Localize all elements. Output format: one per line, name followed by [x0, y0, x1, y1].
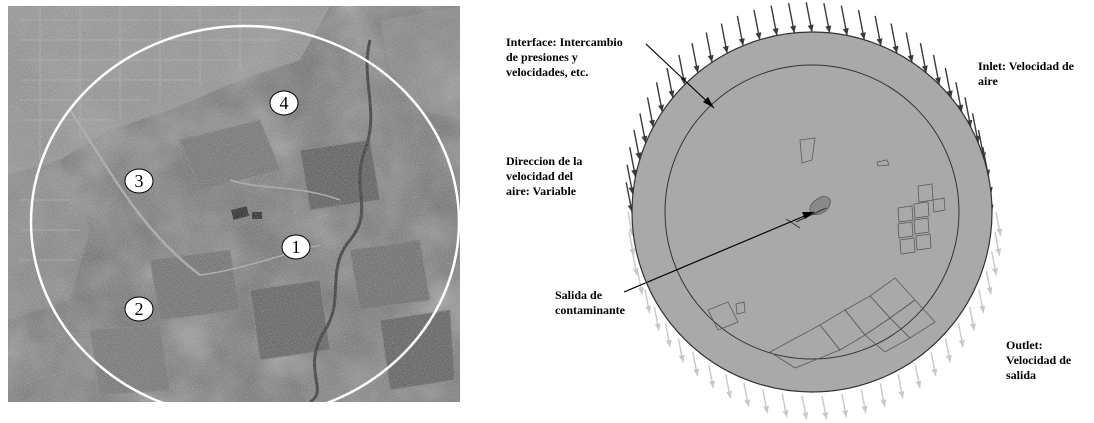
inlet-arrow-head	[738, 38, 745, 46]
marker-3: 3	[124, 168, 154, 194]
inlet-arrow-head	[935, 77, 941, 85]
outlet-arrow-head	[915, 380, 922, 389]
inlet-arrow-head	[772, 28, 779, 36]
interface-label: Interface: Intercambio de presiones y ve…	[506, 35, 623, 79]
marker-2-label: 2	[135, 299, 144, 319]
aerial-photo: 4 3 1 2	[8, 6, 460, 402]
outlet-arrow-head	[992, 267, 998, 276]
inlet-arrow-head	[707, 54, 714, 63]
outlet-arrow-head	[629, 248, 636, 256]
outlet-arrow-head	[995, 248, 1002, 256]
inlet-arrow-head	[807, 24, 814, 32]
inlet-arrow-head	[876, 38, 883, 46]
outlet-arrow-head	[763, 405, 770, 414]
marker-1-label: 1	[292, 237, 301, 257]
outlet-arrow-head	[709, 380, 715, 389]
inlet-arrow-head	[658, 104, 664, 112]
interface-label-line3: velocidades, etc.	[506, 65, 588, 79]
outlet-arrow-head	[958, 339, 965, 348]
outlet-arrows	[627, 211, 1003, 420]
inlet-arrow-head	[859, 32, 866, 40]
pollutant-source	[809, 196, 831, 215]
study-area-circle	[29, 24, 460, 402]
outlet-label: Outlet: Velocidad de salida	[1006, 338, 1072, 382]
source-label: Salida de contaminante	[555, 288, 626, 317]
outlet-label-line3: salida	[1006, 368, 1036, 382]
outlet-arrow-head	[678, 354, 685, 363]
inlet-arrow-head	[790, 25, 796, 33]
outlet-arrow-head	[632, 267, 639, 276]
inlet-arrow-head	[892, 45, 899, 54]
leader-lines	[623, 43, 815, 293]
direction-label-line2: velocidad del	[506, 169, 574, 183]
outlet-label-line2: Velocidad de	[1006, 353, 1072, 367]
inlet-arrow-head	[946, 90, 953, 98]
direction-label: Direccion de la velocidad del aire: Vari…	[506, 154, 582, 198]
inlet-arrow-head	[921, 65, 928, 73]
outlet-arrow-head	[693, 368, 700, 377]
interface-circle	[664, 64, 960, 360]
outlet-arrow-head	[970, 323, 976, 331]
outlet-arrow-head	[931, 368, 938, 377]
source-leader	[623, 211, 815, 293]
outlet-arrow-head	[744, 399, 751, 407]
direction-label-line1: Direccion de la	[506, 154, 582, 168]
marker-1: 1	[281, 234, 311, 260]
inlet-arrow-head	[693, 65, 700, 73]
outlet-label-line1: Outlet:	[1006, 338, 1043, 352]
outlet-arrow-head	[898, 390, 905, 399]
inlet-arrow-head	[722, 45, 729, 54]
outlet-arrow-head	[945, 354, 952, 363]
marker-2: 2	[124, 296, 154, 322]
inlet-arrow-head	[957, 104, 964, 112]
inlet-arrow-head	[668, 90, 675, 98]
marker-4-label: 4	[280, 93, 289, 113]
inlet-arrow-head	[907, 54, 914, 63]
outlet-arrow-head	[822, 412, 829, 420]
outlet-arrow-head	[979, 305, 986, 314]
inlet-arrow-head	[648, 119, 655, 128]
outlet-arrow-head	[986, 287, 993, 295]
inlet-label: Inlet: Velocidad de aire	[978, 59, 1075, 88]
outlet-arrow-head	[802, 412, 809, 420]
inlet-arrow-head	[755, 32, 762, 40]
marker-3-label: 3	[135, 171, 144, 191]
interface-label-line2: de presiones y	[506, 50, 578, 64]
outlet-arrow-head	[842, 409, 849, 418]
inlet-label-line2: aire	[978, 74, 998, 88]
inlet-label-line1: Inlet: Velocidad de	[978, 59, 1075, 73]
outlet-arrow-head	[637, 287, 644, 295]
building-outlines	[707, 137, 946, 369]
inlet-arrow-head	[680, 77, 687, 85]
inlet-arrow-head	[825, 25, 832, 33]
interface-label-line1: Interface: Intercambio	[506, 35, 623, 49]
marker-4: 4	[269, 90, 299, 116]
outlet-arrow-head	[996, 228, 1003, 236]
outlet-arrow-head	[645, 305, 652, 314]
outlet-arrow-head	[880, 399, 887, 407]
outlet-arrow-head	[782, 409, 789, 418]
outlet-arrow-head	[726, 390, 733, 399]
direction-label-line3: aire: Variable	[506, 184, 577, 198]
interface-leader	[645, 43, 715, 109]
domain-diagram: Interface: Intercambio de presiones y ve…	[506, 2, 1075, 420]
source-label-line2: contaminante	[555, 303, 626, 317]
source-label-line1: Salida de	[555, 288, 603, 302]
outlet-arrow-head	[654, 323, 661, 331]
outlet-arrow-head	[861, 405, 868, 414]
inlet-arrow-head	[842, 28, 849, 36]
outlet-arrow-head	[665, 339, 672, 348]
